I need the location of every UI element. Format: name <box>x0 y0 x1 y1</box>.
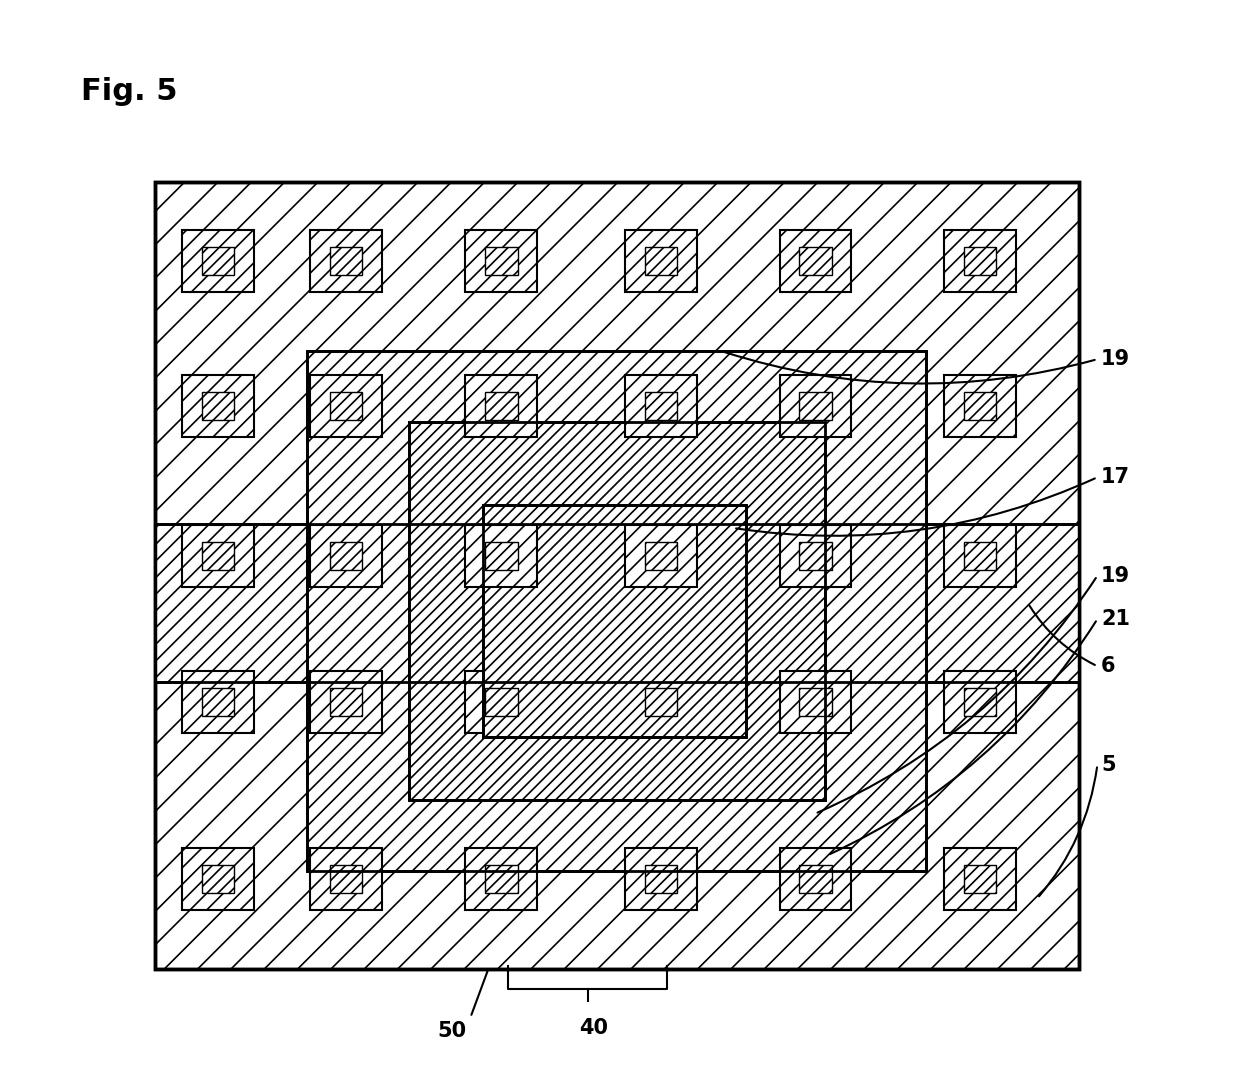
Bar <box>780 847 852 909</box>
Text: 40: 40 <box>579 1019 609 1038</box>
Bar <box>944 847 1016 909</box>
Bar <box>330 542 362 570</box>
Bar <box>465 525 537 587</box>
Bar <box>625 525 697 587</box>
Bar <box>944 670 1016 733</box>
Bar <box>310 847 382 909</box>
Bar <box>963 864 996 892</box>
Bar <box>625 847 697 909</box>
Bar <box>182 230 254 292</box>
Bar <box>409 422 825 800</box>
Bar <box>308 351 926 871</box>
Bar <box>330 392 362 420</box>
Bar <box>625 375 697 437</box>
Bar <box>800 392 832 420</box>
Bar <box>780 670 852 733</box>
Bar <box>155 525 1079 682</box>
Bar <box>944 230 1016 292</box>
Bar <box>310 525 382 587</box>
Text: 21: 21 <box>1101 609 1130 629</box>
Bar <box>202 688 234 715</box>
Bar <box>482 504 746 737</box>
Bar <box>155 182 1079 969</box>
Bar <box>202 392 234 420</box>
Bar <box>485 247 517 275</box>
Text: Fig. 5: Fig. 5 <box>81 76 177 106</box>
Text: 50: 50 <box>438 1022 466 1041</box>
Bar <box>645 247 677 275</box>
Bar <box>330 864 362 892</box>
Bar <box>310 375 382 437</box>
Bar <box>963 688 996 715</box>
Bar <box>645 392 677 420</box>
Bar <box>330 247 362 275</box>
Bar <box>308 351 926 871</box>
Bar <box>963 542 996 570</box>
Bar <box>202 247 234 275</box>
Bar <box>182 375 254 437</box>
Text: 6: 6 <box>1101 657 1116 676</box>
Bar <box>485 542 517 570</box>
Bar <box>645 688 677 715</box>
Bar <box>625 230 697 292</box>
Bar <box>465 230 537 292</box>
Bar <box>202 542 234 570</box>
Bar <box>482 504 746 737</box>
Text: 17: 17 <box>1101 467 1130 487</box>
Bar <box>780 230 852 292</box>
Bar <box>485 688 517 715</box>
Bar <box>645 864 677 892</box>
Bar <box>944 525 1016 587</box>
Text: 19: 19 <box>1101 565 1130 586</box>
Bar <box>409 422 825 800</box>
Bar <box>182 670 254 733</box>
Bar <box>645 542 677 570</box>
Bar <box>625 670 697 733</box>
Bar <box>780 525 852 587</box>
Bar <box>465 847 537 909</box>
Text: 19: 19 <box>1101 349 1130 369</box>
Bar <box>155 525 1079 682</box>
Bar <box>485 864 517 892</box>
Bar <box>800 688 832 715</box>
Bar <box>800 542 832 570</box>
Bar <box>310 230 382 292</box>
Bar <box>182 525 254 587</box>
Bar <box>963 247 996 275</box>
Bar <box>330 688 362 715</box>
Bar <box>485 392 517 420</box>
Bar <box>202 864 234 892</box>
Bar <box>963 392 996 420</box>
Bar <box>182 847 254 909</box>
Bar <box>944 375 1016 437</box>
Bar <box>800 247 832 275</box>
Bar <box>155 182 1079 969</box>
Bar <box>465 375 537 437</box>
Bar <box>800 864 832 892</box>
Text: 5: 5 <box>1101 755 1116 774</box>
Bar <box>780 375 852 437</box>
Bar <box>310 670 382 733</box>
Bar <box>465 670 537 733</box>
